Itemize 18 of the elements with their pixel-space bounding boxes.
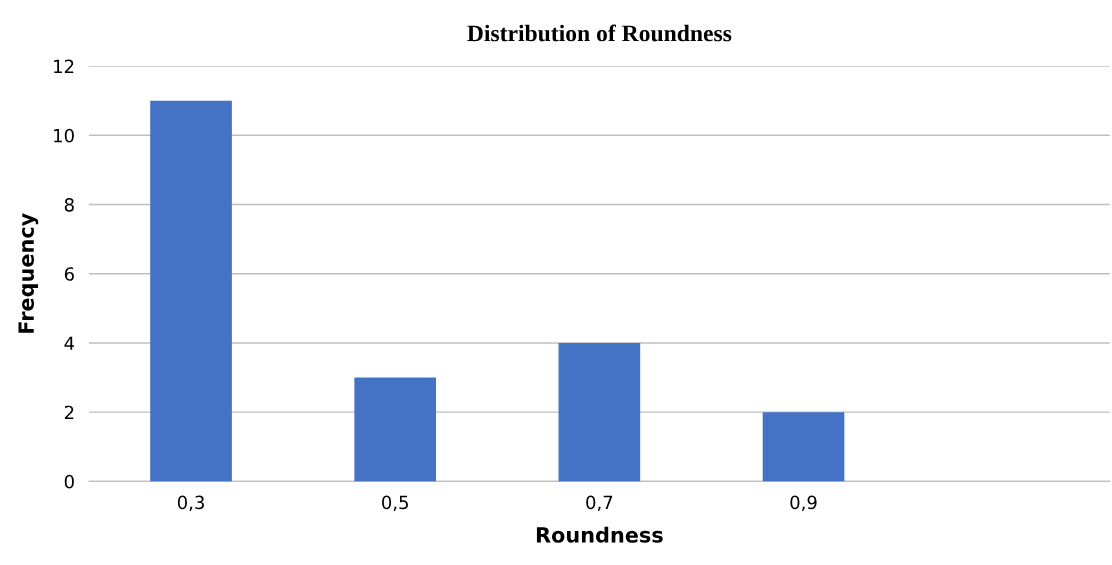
- x-tick-label: 0,5: [382, 495, 408, 512]
- y-axis-title: Frequency: [18, 213, 39, 333]
- bar: [558, 342, 641, 482]
- y-tick-label: 6: [64, 267, 74, 281]
- chart-title: Distribution of Roundness: [467, 24, 732, 42]
- x-axis-title: Roundness: [536, 526, 663, 543]
- bar: [150, 100, 232, 482]
- bar: [354, 377, 437, 482]
- y-tick-label: 10: [54, 128, 74, 143]
- y-tick-label: 12: [54, 59, 74, 73]
- x-tick-label: 0,9: [790, 495, 817, 512]
- y-tick-label: 4: [64, 336, 75, 350]
- x-tick-label: 0,3: [177, 495, 204, 512]
- y-tick-label: 2: [64, 405, 74, 420]
- x-tick-label: 0,7: [586, 495, 613, 512]
- y-tick-label: 0: [64, 474, 74, 489]
- y-tick-label: 8: [64, 197, 74, 212]
- bar: [762, 412, 845, 482]
